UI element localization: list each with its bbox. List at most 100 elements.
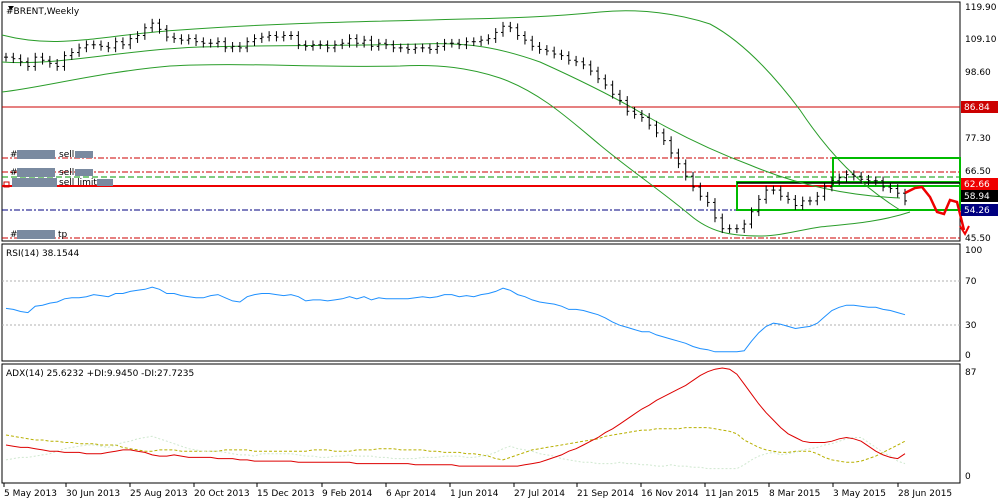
price-bar: [179, 34, 184, 45]
price-bar: [829, 176, 834, 192]
price-bar: [639, 110, 644, 122]
price-bar: [33, 52, 38, 71]
price-bar: [793, 195, 798, 210]
order-label-tp[interactable]: # tp: [10, 230, 68, 240]
price-bar: [676, 148, 681, 169]
range-box-lower[interactable]: [736, 181, 961, 211]
price-bar: [866, 174, 871, 186]
rsi-label: RSI(14) 38.1544: [6, 249, 79, 259]
price-bar: [274, 31, 279, 42]
price-bar: [281, 31, 286, 42]
price-bar: [62, 51, 67, 71]
price-bar: [669, 136, 674, 158]
price-bar: [318, 40, 323, 50]
price-bar: [683, 159, 688, 181]
price-bar: [142, 23, 147, 40]
price-bar: [106, 42, 111, 53]
adx-panel[interactable]: [1, 363, 961, 484]
price-bar: [756, 195, 761, 217]
price-bar: [289, 31, 294, 40]
projection-path: [904, 185, 966, 231]
price-bar: [223, 37, 228, 53]
price-bar: [501, 21, 506, 37]
price-bar: [296, 31, 301, 50]
rsi-axis-30: 30: [965, 321, 977, 331]
price-bar: [851, 170, 856, 181]
rsi-axis-0: 0: [965, 351, 971, 361]
order-label-sell-1[interactable]: # sell: [10, 150, 93, 160]
price-bar: [384, 38, 389, 50]
price-axis: 119.90 109.10 98.60 77.30 66.50 45.50: [965, 3, 997, 244]
lower-band: [1, 64, 911, 237]
price-label-119: 119.90: [965, 3, 997, 13]
price-bar: [903, 188, 907, 206]
price-bar: [574, 55, 579, 67]
time-axis: 5 May 2013 30 Jun 2013 25 Aug 2013 20 Oct 2…: [3, 483, 952, 499]
price-bar: [230, 42, 235, 53]
time-label: 9 Feb 2014: [322, 489, 373, 499]
price-bar: [340, 38, 345, 50]
price-bar: [508, 21, 513, 33]
price-bar: [888, 182, 893, 193]
time-label: 27 Jul 2014: [514, 489, 565, 499]
price-bar: [720, 213, 725, 234]
price-bar: [661, 128, 666, 145]
svg-text:sell: sell: [59, 150, 74, 160]
svg-text:sell: sell: [59, 168, 74, 178]
price-label-98: 98.60: [965, 68, 991, 78]
price-label-77: 77.30: [965, 134, 991, 144]
svg-text:62.66: 62.66: [964, 180, 990, 190]
price-bar: [113, 37, 118, 53]
price-label-45: 45.50: [965, 234, 991, 244]
svg-text:#: #: [10, 230, 18, 240]
upper-band: [1, 10, 901, 211]
price-bar: [603, 74, 608, 90]
price-bar: [705, 191, 710, 207]
price-bar: [435, 42, 440, 54]
price-bar: [413, 43, 418, 54]
order-label-sell-2[interactable]: # sell: [10, 168, 93, 178]
price-bar: [625, 96, 630, 116]
price-bar: [69, 48, 74, 60]
svg-text:tp: tp: [58, 230, 68, 240]
price-bar: [515, 23, 520, 40]
price-bar: [55, 59, 60, 71]
price-bar: [25, 57, 30, 71]
price-bar: [822, 182, 827, 201]
price-bar: [201, 37, 206, 48]
price-bar: [464, 37, 469, 50]
price-bar: [77, 43, 82, 57]
range-box-upper[interactable]: [832, 157, 961, 187]
price-bar: [362, 35, 367, 48]
projection-arrow-icon: [959, 225, 970, 237]
price-bar: [559, 49, 564, 60]
time-label: 5 May 2013: [4, 489, 57, 499]
adx-line-group: [5, 367, 906, 470]
price-bar: [632, 106, 637, 119]
price-bar: [449, 38, 454, 48]
price-bar: [844, 170, 849, 183]
price-tag-current-red: 62.66: [961, 178, 998, 190]
svg-text:58.94: 58.94: [964, 192, 990, 202]
price-bar: [815, 191, 820, 206]
rsi-panel[interactable]: [1, 243, 961, 362]
price-bar: [332, 40, 337, 53]
price-bar: [596, 66, 601, 84]
price-bar: [194, 34, 199, 47]
price-bar: [588, 60, 593, 76]
order-label-sell-limit[interactable]: sell limit: [3, 178, 113, 188]
price-bar: [376, 38, 381, 51]
time-label: 25 Aug 2013: [130, 489, 188, 499]
price-bar: [245, 37, 250, 53]
price-bar: [11, 52, 16, 64]
time-label: 30 Jun 2013: [66, 489, 120, 499]
price-bar: [128, 34, 133, 50]
price-bar: [552, 46, 557, 59]
price-bar: [186, 34, 191, 45]
price-bar: [354, 34, 359, 48]
price-bar: [208, 38, 213, 48]
price-bar: [91, 40, 96, 50]
price-bar: [420, 43, 425, 53]
price-bar: [215, 37, 220, 48]
price-bar: [457, 38, 462, 50]
